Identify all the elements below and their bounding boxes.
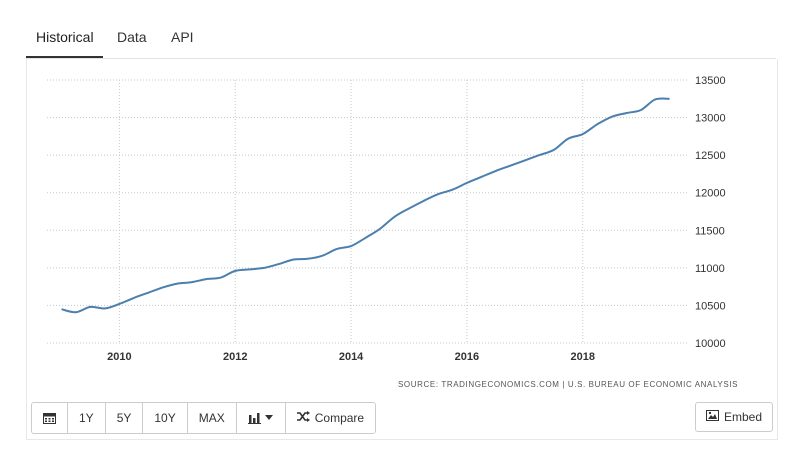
compare-button[interactable]: Compare bbox=[285, 403, 376, 433]
active-tab-indicator bbox=[26, 56, 103, 58]
line-chart: 10000 10500 11000 11500 12000 12500 13000 13500… bbox=[47, 75, 726, 363]
y-tick-label-13000: 13000 bbox=[695, 113, 726, 125]
tab-historical[interactable]: Historical bbox=[36, 29, 94, 45]
source-attribution: SOURCE: TRADINGECONOMICS.COM | U.S. BURE… bbox=[398, 380, 739, 389]
x-tick-label-2012: 2012 bbox=[223, 351, 247, 363]
range-10y-button[interactable]: 10Y bbox=[143, 403, 188, 433]
x-tick-label-2016: 2016 bbox=[455, 351, 479, 363]
image-icon bbox=[705, 410, 719, 424]
y-tick-label-11500: 11500 bbox=[695, 225, 725, 237]
x-tick-label-2014: 2014 bbox=[339, 351, 364, 363]
range-5y-button[interactable]: 5Y bbox=[105, 403, 144, 433]
caret-down-icon bbox=[264, 415, 273, 420]
series-line-0 bbox=[61, 97, 670, 314]
bar-chart-icon bbox=[247, 413, 261, 424]
shuffle-icon bbox=[296, 411, 310, 425]
range-max-button[interactable]: MAX bbox=[187, 403, 237, 433]
y-tick-label-12500: 12500 bbox=[695, 150, 726, 162]
chart-type-button[interactable] bbox=[236, 403, 286, 433]
compare-label: Compare bbox=[314, 411, 365, 425]
y-tick-label-11000: 11000 bbox=[695, 263, 725, 275]
range-button-group: 1Y 5Y 10Y MAX Comp bbox=[31, 402, 377, 434]
embed-label: Embed bbox=[723, 410, 762, 424]
tab-data[interactable]: Data bbox=[117, 29, 147, 45]
tab-api[interactable]: API bbox=[171, 29, 194, 45]
y-tick-label-12000: 12000 bbox=[695, 188, 726, 200]
calendar-button[interactable] bbox=[32, 403, 68, 433]
y-tick-label-13500: 13500 bbox=[695, 75, 726, 87]
tab-bar: Historical Data API bbox=[26, 22, 776, 59]
x-tick-label-2018: 2018 bbox=[571, 351, 595, 363]
chart-toolbar: 1Y 5Y 10Y MAX Comp bbox=[26, 399, 778, 440]
range-1y-button[interactable]: 1Y bbox=[68, 403, 106, 433]
y-tick-label-10000: 10000 bbox=[695, 338, 726, 350]
calendar-icon bbox=[43, 413, 56, 424]
y-tick-label-10500: 10500 bbox=[695, 300, 726, 312]
embed-button[interactable]: Embed bbox=[694, 402, 773, 432]
chart-panel: 10000 10500 11000 11500 12000 12500 13000 13500… bbox=[26, 59, 778, 399]
x-tick-label-2010: 2010 bbox=[107, 351, 131, 363]
